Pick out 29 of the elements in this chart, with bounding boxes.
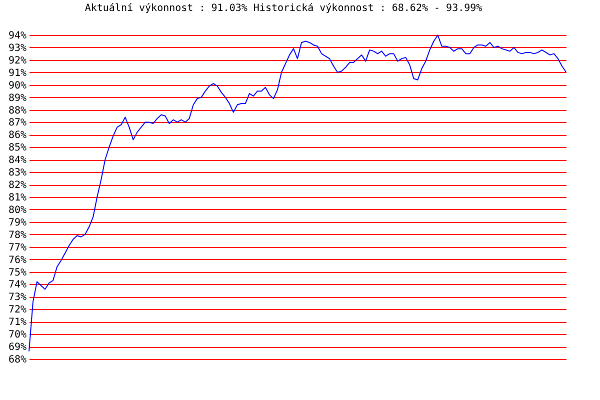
y-tick-label: 93%: [8, 42, 26, 54]
y-tick-label: 70%: [8, 330, 26, 341]
y-tick-label: 77%: [8, 242, 26, 254]
y-tick-label: 81%: [8, 192, 26, 204]
y-tick-label: 94%: [8, 30, 26, 42]
y-tick-label: 76%: [8, 254, 26, 266]
y-tick-label: 80%: [8, 204, 26, 216]
y-tick-label: 69%: [8, 342, 26, 354]
y-tick-label: 71%: [8, 317, 26, 328]
chart-title: Aktuální výkonnost : 91.03% Historická výkonnost : 68.62% - 93.99%: [84, 3, 482, 14]
y-tick-label: 75%: [8, 267, 26, 278]
y-tick-label: 83%: [8, 168, 26, 179]
y-tick-label: 91%: [8, 68, 26, 79]
y-tick-label: 72%: [8, 304, 26, 316]
y-tick-label: 74%: [8, 280, 26, 291]
y-tick-label: 86%: [8, 130, 26, 142]
y-tick-label: 78%: [8, 230, 26, 241]
y-tick-label: 87%: [8, 118, 26, 129]
line-series: [28, 34, 566, 352]
y-tick-label: 89%: [8, 92, 26, 104]
y-tick-label: 85%: [8, 142, 26, 154]
y-tick-label: 90%: [8, 80, 26, 92]
y-tick-label: 68%: [8, 354, 26, 366]
y-tick-label: 79%: [8, 217, 26, 228]
y-tick-label: 92%: [8, 55, 26, 66]
y-tick-label: 82%: [8, 180, 26, 192]
y-tick-label: 84%: [8, 155, 26, 166]
y-tick-label: 88%: [8, 105, 26, 116]
y-tick-label: 73%: [8, 292, 26, 304]
